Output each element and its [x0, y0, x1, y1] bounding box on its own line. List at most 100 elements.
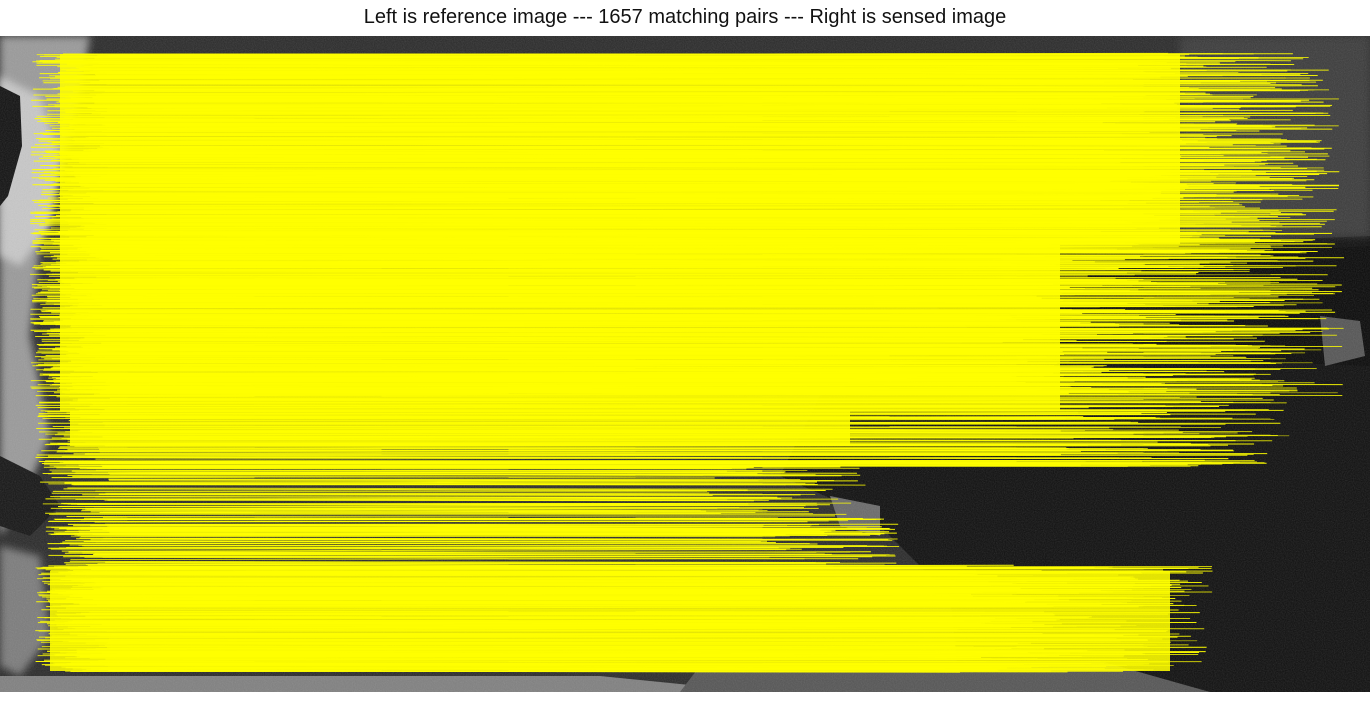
match-line: [66, 515, 836, 517]
match-line: [108, 596, 1050, 599]
match-line: [37, 620, 991, 624]
match-line: [30, 218, 1115, 221]
match-line: [40, 119, 1122, 121]
match-line: [59, 447, 1148, 449]
match-line: [40, 163, 1266, 166]
match-line: [48, 275, 1060, 278]
match-line: [51, 238, 1220, 241]
match-line: [97, 55, 1180, 57]
match-line: [54, 433, 1134, 436]
match-line: [61, 436, 1212, 439]
match-line: [86, 258, 1169, 261]
match-line: [62, 594, 1190, 596]
match-line: [61, 665, 1049, 668]
match-line: [108, 669, 1052, 672]
match-line: [63, 488, 748, 491]
match-line: [46, 332, 1098, 336]
match-line: [70, 194, 1288, 197]
match-line: [89, 657, 1128, 660]
match-line: [104, 644, 1189, 646]
match-line: [70, 503, 749, 506]
match-line: [83, 70, 1288, 73]
match-line: [36, 428, 1114, 431]
match-line: [98, 493, 801, 496]
match-line: [78, 564, 1014, 568]
match-line: [86, 153, 1328, 156]
match-line: [70, 409, 1156, 412]
match-line: [72, 475, 842, 478]
match-line: [85, 123, 1263, 126]
match-line: [65, 430, 1061, 433]
match-line: [106, 213, 1304, 216]
match-line: [91, 388, 1008, 390]
match-line: [38, 414, 1171, 416]
match-line: [74, 159, 1120, 162]
match-line: [64, 562, 827, 565]
bottom-margin: [0, 692, 1370, 727]
match-line: [73, 453, 1254, 455]
match-line: [92, 581, 1202, 583]
match-line: [102, 328, 1329, 331]
match-line: [73, 91, 1206, 94]
match-line: [108, 601, 995, 604]
match-line: [93, 60, 1236, 63]
match-line: [99, 145, 1167, 148]
match-line: [104, 171, 1166, 173]
match-line: [57, 93, 1170, 96]
match-line: [60, 340, 1265, 343]
match-line: [99, 352, 1201, 355]
match-line: [103, 175, 1241, 178]
match-line: [85, 441, 1158, 444]
match-line: [93, 348, 1322, 351]
match-line: [76, 226, 1125, 229]
match-line: [38, 359, 1264, 361]
match-line: [54, 600, 1027, 602]
match-line: [60, 289, 1130, 292]
match-line: [55, 376, 1040, 379]
match-line: [38, 157, 1221, 161]
match-line: [41, 339, 1024, 342]
match-line: [54, 346, 1211, 349]
match-line: [77, 310, 1105, 313]
match-line: [69, 568, 1042, 571]
match-line: [47, 410, 1226, 413]
match-line: [74, 270, 1250, 272]
match-line: [82, 305, 1029, 308]
match-line: [68, 337, 1152, 340]
match-line: [97, 372, 1146, 375]
match-line: [45, 184, 1259, 187]
match-line: [51, 367, 1317, 369]
match-line: [102, 112, 1237, 114]
match-line: [103, 180, 1307, 182]
match-line: [53, 662, 1030, 665]
match-line: [66, 263, 1146, 265]
match-line: [92, 63, 1138, 67]
match-line: [61, 502, 830, 506]
match-line: [79, 66, 1267, 69]
match-line: [44, 150, 1127, 153]
match-line: [105, 357, 1105, 360]
match-line: [48, 554, 770, 558]
match-line: [108, 478, 835, 481]
match-line: [63, 628, 1033, 631]
match-line: [50, 643, 1018, 646]
match-line: [47, 296, 1155, 299]
match-line: [74, 617, 996, 619]
match-line: [53, 183, 1250, 186]
match-line: [56, 257, 1001, 259]
match-line: [84, 573, 958, 575]
match-line: [35, 457, 1229, 460]
match-line: [40, 619, 1057, 622]
match-line: [40, 246, 1251, 250]
match-line: [74, 298, 1013, 301]
match-line: [67, 626, 1045, 628]
match-line: [83, 105, 1195, 108]
match-line: [100, 431, 1164, 434]
match-line: [104, 89, 1309, 93]
match-line: [98, 147, 1312, 150]
match-line: [32, 169, 1252, 172]
match-line: [64, 98, 1127, 101]
match-line: [37, 577, 1131, 580]
match-line: [73, 53, 1223, 56]
match-line: [80, 611, 956, 614]
